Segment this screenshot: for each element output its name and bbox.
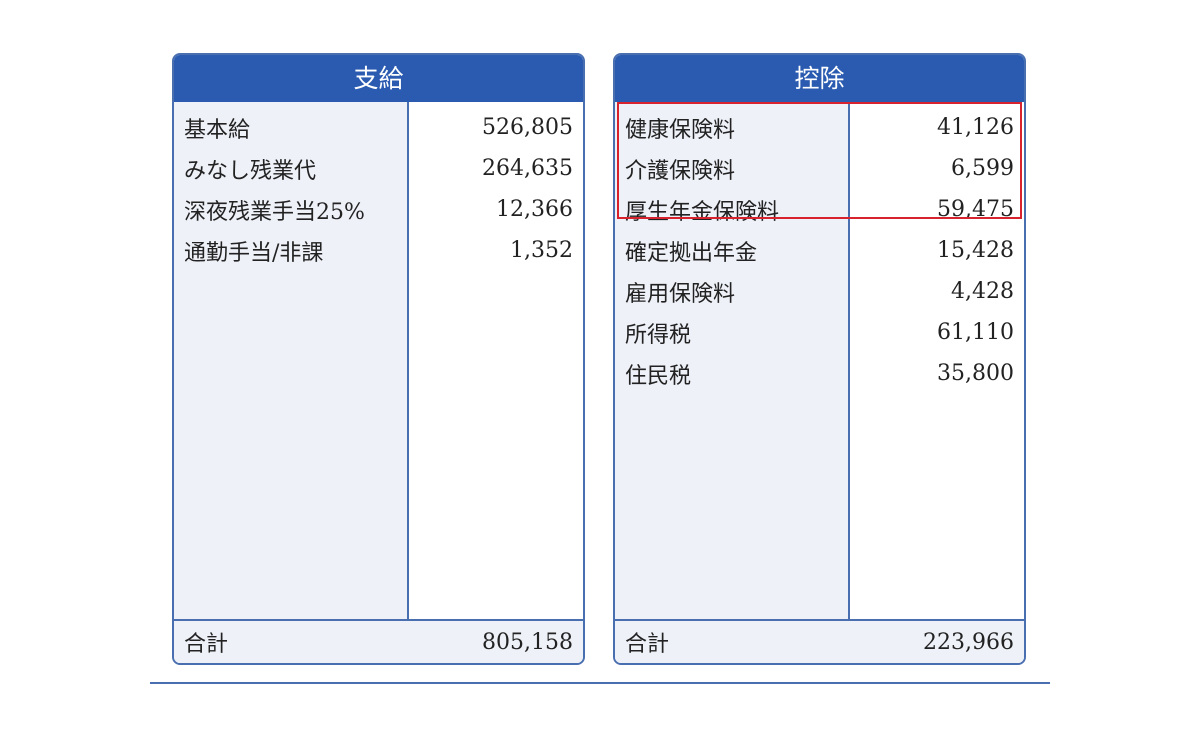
table-row: 通勤手当/非課 1,352 [174, 230, 583, 271]
table-row: 所得税 61,110 [615, 312, 1024, 353]
item-label: 確定拠出年金 [625, 240, 758, 266]
payments-list: 基本給 526,805 みなし残業代 264,635 深夜残業手当25% 12,366 通勤… [174, 107, 583, 271]
payments-panel: 支給 基本給 526,805 みなし残業代 264,635 深夜残業手当25% 12,36… [172, 53, 585, 665]
table-row: 住民税 35,800 [615, 353, 1024, 394]
item-label: 所得税 [625, 322, 692, 348]
item-value: 61,110 [937, 320, 1014, 345]
table-row: 深夜残業手当25% 12,366 [174, 189, 583, 230]
table-row: みなし残業代 264,635 [174, 148, 583, 189]
deductions-header: 控除 [615, 55, 1024, 102]
total-value: 805,158 [482, 629, 573, 655]
item-label: 介護保険料 [625, 158, 736, 184]
item-value: 15,428 [937, 238, 1014, 263]
deductions-total-row: 合計 223,966 [615, 619, 1024, 663]
item-label: 基本給 [184, 117, 251, 143]
item-value: 35,800 [937, 361, 1014, 386]
item-value: 264,635 [482, 156, 573, 181]
table-row: 雇用保険料 4,428 [615, 271, 1024, 312]
item-label: 雇用保険料 [625, 281, 736, 307]
table-row: 確定拠出年金 15,428 [615, 230, 1024, 271]
item-label: 深夜残業手当25% [184, 199, 365, 225]
payments-total-row: 合計 805,158 [174, 619, 583, 663]
total-label: 合計 [184, 632, 229, 657]
deductions-list: 健康保険料 41,126 介護保険料 6,599 厚生年金保険料 59,475 確定拠出年金… [615, 107, 1024, 394]
item-label: みなし残業代 [184, 158, 317, 184]
item-value: 41,126 [937, 115, 1014, 140]
item-label: 住民税 [625, 363, 692, 389]
item-label: 健康保険料 [625, 117, 736, 143]
item-label: 通勤手当/非課 [184, 240, 324, 266]
item-label: 厚生年金保険料 [625, 199, 780, 225]
table-row: 介護保険料 6,599 [615, 148, 1024, 189]
item-value: 1,352 [510, 238, 573, 263]
item-value: 526,805 [482, 115, 573, 140]
deductions-panel: 控除 健康保険料 41,126 介護保険料 6,599 厚生年金保険料 59,475 確定拠… [613, 53, 1026, 665]
payments-header: 支給 [174, 55, 583, 102]
item-value: 4,428 [951, 279, 1014, 304]
divider [150, 682, 1050, 684]
total-value: 223,966 [923, 629, 1014, 655]
table-row: 基本給 526,805 [174, 107, 583, 148]
total-label: 合計 [625, 632, 670, 657]
table-row: 健康保険料 41,126 [615, 107, 1024, 148]
item-value: 12,366 [496, 197, 573, 222]
highlight-box [617, 102, 1022, 219]
item-value: 6,599 [951, 156, 1014, 181]
